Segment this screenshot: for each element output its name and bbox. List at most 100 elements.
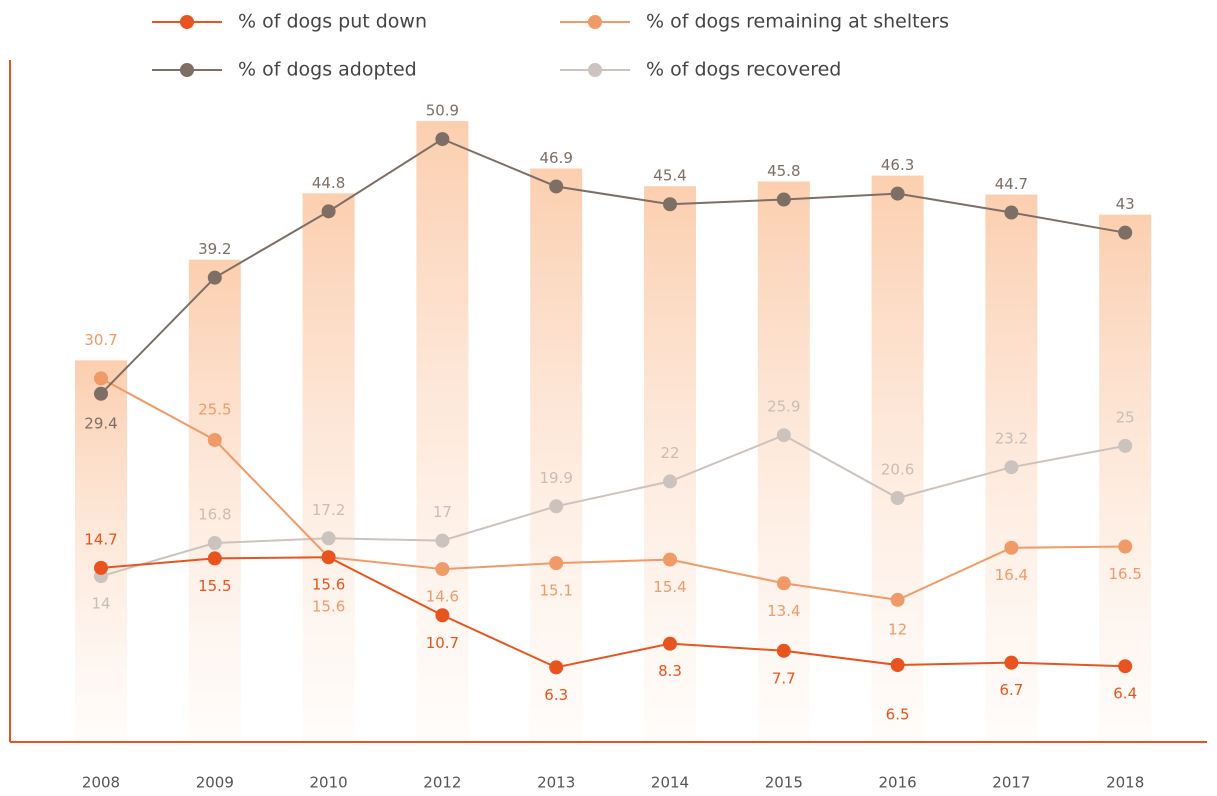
point [435,533,450,548]
value-label: 50.9 [426,102,459,120]
value-label: 25.5 [198,400,231,418]
value-label: 39.2 [198,240,231,258]
legend-label: % of dogs remaining at shelters [646,11,949,33]
value-label: 14 [91,595,110,613]
value-label: 30.7 [84,331,117,349]
bar [302,193,355,742]
value-label: 15.6 [312,598,345,616]
point [207,551,222,566]
point [1118,539,1133,554]
legend-label: % of dogs adopted [238,59,417,81]
value-label: 22 [660,444,679,462]
series-line [100,434,1126,578]
value-label: 16.4 [995,566,1028,584]
value-label: 8.3 [658,662,682,680]
point [663,474,677,489]
x-tick-label: 2009 [196,774,234,792]
value-label: 46.3 [881,156,914,174]
point [890,490,905,505]
point [776,643,791,658]
value-label: 13.4 [767,602,800,620]
point [207,270,222,285]
x-tick-label: 2014 [651,774,689,792]
value-label: 6.7 [999,681,1023,699]
point [1118,225,1133,240]
value-label: 29.4 [84,414,117,432]
point [549,499,564,514]
bar [757,181,810,742]
legend-marker [180,63,194,77]
point [776,428,791,443]
point [1004,205,1019,220]
point [1118,659,1133,674]
x-tick-label: 2010 [310,774,348,792]
value-label: 17 [433,503,452,521]
value-label: 17.2 [312,501,345,519]
point [549,179,564,194]
legend-marker [588,15,602,29]
series-line [100,137,1126,395]
value-label: 15.1 [539,582,572,600]
value-label: 45.8 [767,162,800,180]
point [94,386,108,401]
point [321,550,336,565]
value-label: 14.7 [84,530,117,548]
point [1004,540,1019,555]
point [435,132,450,147]
point [776,576,791,591]
point [435,562,450,577]
point [321,531,336,546]
series-line [100,556,1126,669]
value-label: 20.6 [881,460,914,478]
value-label: 6.5 [886,706,910,724]
value-label: 10.7 [426,634,459,652]
point [435,608,450,623]
value-label: 12 [888,620,907,638]
legend-label: % of dogs recovered [646,59,841,81]
value-label: 15.5 [198,577,231,595]
point [549,660,564,675]
point [663,197,677,212]
value-label: 16.8 [198,506,231,524]
bar [75,360,127,742]
value-label: 46.9 [539,149,572,167]
x-tick-label: 2018 [1106,774,1144,792]
x-tick-label: 2013 [537,774,575,792]
value-label: 25.9 [767,398,800,416]
series-line [100,377,1126,601]
value-label: 43 [1116,195,1135,213]
value-label: 16.5 [1108,565,1141,583]
x-tick-label: 2017 [992,774,1030,792]
point [207,432,222,447]
point [207,536,222,551]
point [890,592,905,607]
value-label: 23.2 [995,430,1028,448]
value-label: 6.4 [1113,685,1137,703]
x-tick-label: 2008 [82,774,120,792]
value-label: 14.6 [426,588,459,606]
bar [644,186,696,743]
value-label: 19.9 [539,469,572,487]
bar [188,259,241,742]
x-tick-label: 2015 [765,774,803,792]
value-label: 25 [1116,408,1135,426]
legend-label: % of dogs put down [238,11,427,33]
point [94,371,108,386]
point [321,204,336,219]
point [94,560,108,575]
point [663,552,677,567]
value-label: 44.7 [995,175,1028,193]
point [1118,438,1133,453]
legend-marker [588,63,602,77]
point [1004,460,1019,475]
point [776,192,791,207]
point [1004,655,1019,670]
point [663,636,677,651]
bar [530,168,583,742]
point [890,658,905,673]
point [890,186,905,201]
point [549,556,564,571]
bar [871,175,924,743]
value-label: 44.8 [312,174,345,192]
